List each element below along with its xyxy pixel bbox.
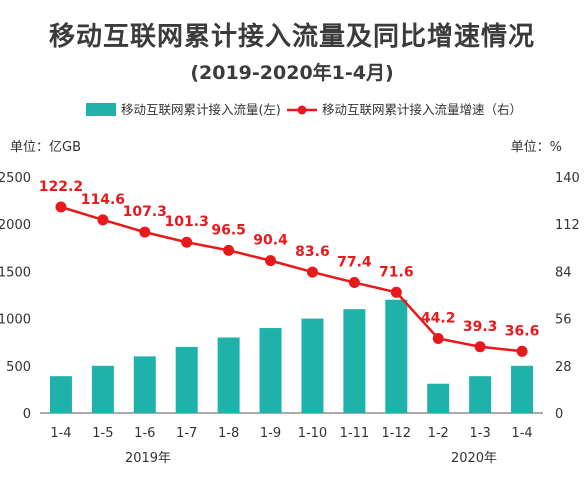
bar-2 — [91, 365, 114, 413]
x-tick-6: 1-9 — [260, 426, 281, 441]
chart-subtitle: (2019-2020年1-4月) — [190, 62, 394, 84]
x-tick-10: 1-2 — [428, 426, 449, 441]
growth-label-8: 77.4 — [337, 255, 372, 271]
left-tick-2000: 2000 — [0, 218, 31, 233]
bar-4 — [175, 346, 198, 413]
bar-11 — [469, 376, 492, 413]
growth-label-1: 122.2 — [39, 179, 83, 195]
growth-label-11: 39.3 — [463, 319, 498, 335]
growth-point-7 — [306, 266, 318, 278]
legend-bar-label: 移动互联网累计接入流量(左) — [121, 102, 281, 117]
growth-label-9: 71.6 — [379, 264, 414, 280]
growth-label-4: 101.3 — [165, 214, 209, 230]
x-tick-4: 1-7 — [176, 426, 197, 441]
right-axis-unit: 单位：% — [510, 140, 562, 155]
growth-label-5: 96.5 — [211, 222, 246, 238]
legend: 移动互联网累计接入流量(左) 移动互联网累计接入流量增速（右） — [86, 102, 522, 117]
growth-point-10 — [432, 332, 444, 344]
growth-label-3: 107.3 — [123, 204, 167, 220]
growth-point-5 — [223, 244, 235, 256]
x-tick-9: 1-12 — [382, 426, 412, 441]
growth-label-6: 90.4 — [253, 233, 288, 249]
year-label-2019: 2019年 — [125, 451, 171, 466]
bar-6 — [259, 328, 282, 413]
left-tick-500: 500 — [6, 360, 31, 375]
growth-label-12: 36.6 — [505, 323, 540, 339]
bar-5 — [217, 337, 240, 413]
right-tick-56: 56 — [555, 313, 572, 328]
growth-point-2 — [97, 214, 109, 226]
growth-point-6 — [265, 255, 277, 267]
x-tick-12: 1-4 — [511, 426, 532, 441]
bar-12 — [511, 365, 534, 413]
growth-label-10: 44.2 — [421, 310, 456, 326]
bar-1 — [49, 376, 72, 413]
x-tick-5: 1-8 — [218, 426, 239, 441]
growth-point-4 — [181, 236, 193, 248]
left-tick-2500: 2500 — [0, 171, 31, 186]
year-label-2020: 2020年 — [451, 451, 497, 466]
left-tick-1500: 1500 — [0, 265, 31, 280]
right-tick-84: 84 — [555, 265, 572, 280]
x-tick-3: 1-6 — [134, 426, 155, 441]
chart-title: 移动互联网累计接入流量及同比增速情况 — [48, 22, 535, 52]
legend-line-marker — [297, 105, 307, 115]
growth-line — [60, 205, 523, 353]
x-tick-2: 1-5 — [92, 426, 113, 441]
growth-label-7: 83.6 — [295, 244, 330, 260]
left-tick-1000: 1000 — [0, 313, 31, 328]
right-tick-112: 112 — [555, 218, 580, 233]
growth-point-3 — [139, 226, 151, 238]
left-tick-0: 0 — [23, 407, 31, 422]
right-tick-0: 0 — [555, 407, 563, 422]
growth-point-11 — [474, 341, 486, 353]
bar-8 — [343, 309, 366, 413]
growth-label-2: 114.6 — [81, 192, 125, 208]
legend-bar-swatch — [86, 103, 116, 116]
bar-3 — [133, 356, 156, 413]
growth-point-1 — [55, 201, 67, 213]
right-tick-28: 28 — [555, 360, 572, 375]
x-tick-7: 1-10 — [298, 426, 328, 441]
legend-line-label: 移动互联网累计接入流量增速（右） — [322, 102, 522, 117]
growth-point-12 — [516, 345, 528, 357]
bar-10 — [427, 383, 450, 413]
x-tick-11: 1-3 — [470, 426, 491, 441]
right-tick-140: 140 — [555, 171, 580, 186]
bar-9 — [385, 299, 408, 413]
bar-7 — [301, 318, 324, 413]
growth-point-8 — [348, 277, 360, 289]
x-tick-8: 1-11 — [340, 426, 370, 441]
growth-point-9 — [390, 286, 402, 298]
x-tick-1: 1-4 — [50, 426, 71, 441]
left-axis-unit: 单位：亿GB — [10, 140, 81, 155]
